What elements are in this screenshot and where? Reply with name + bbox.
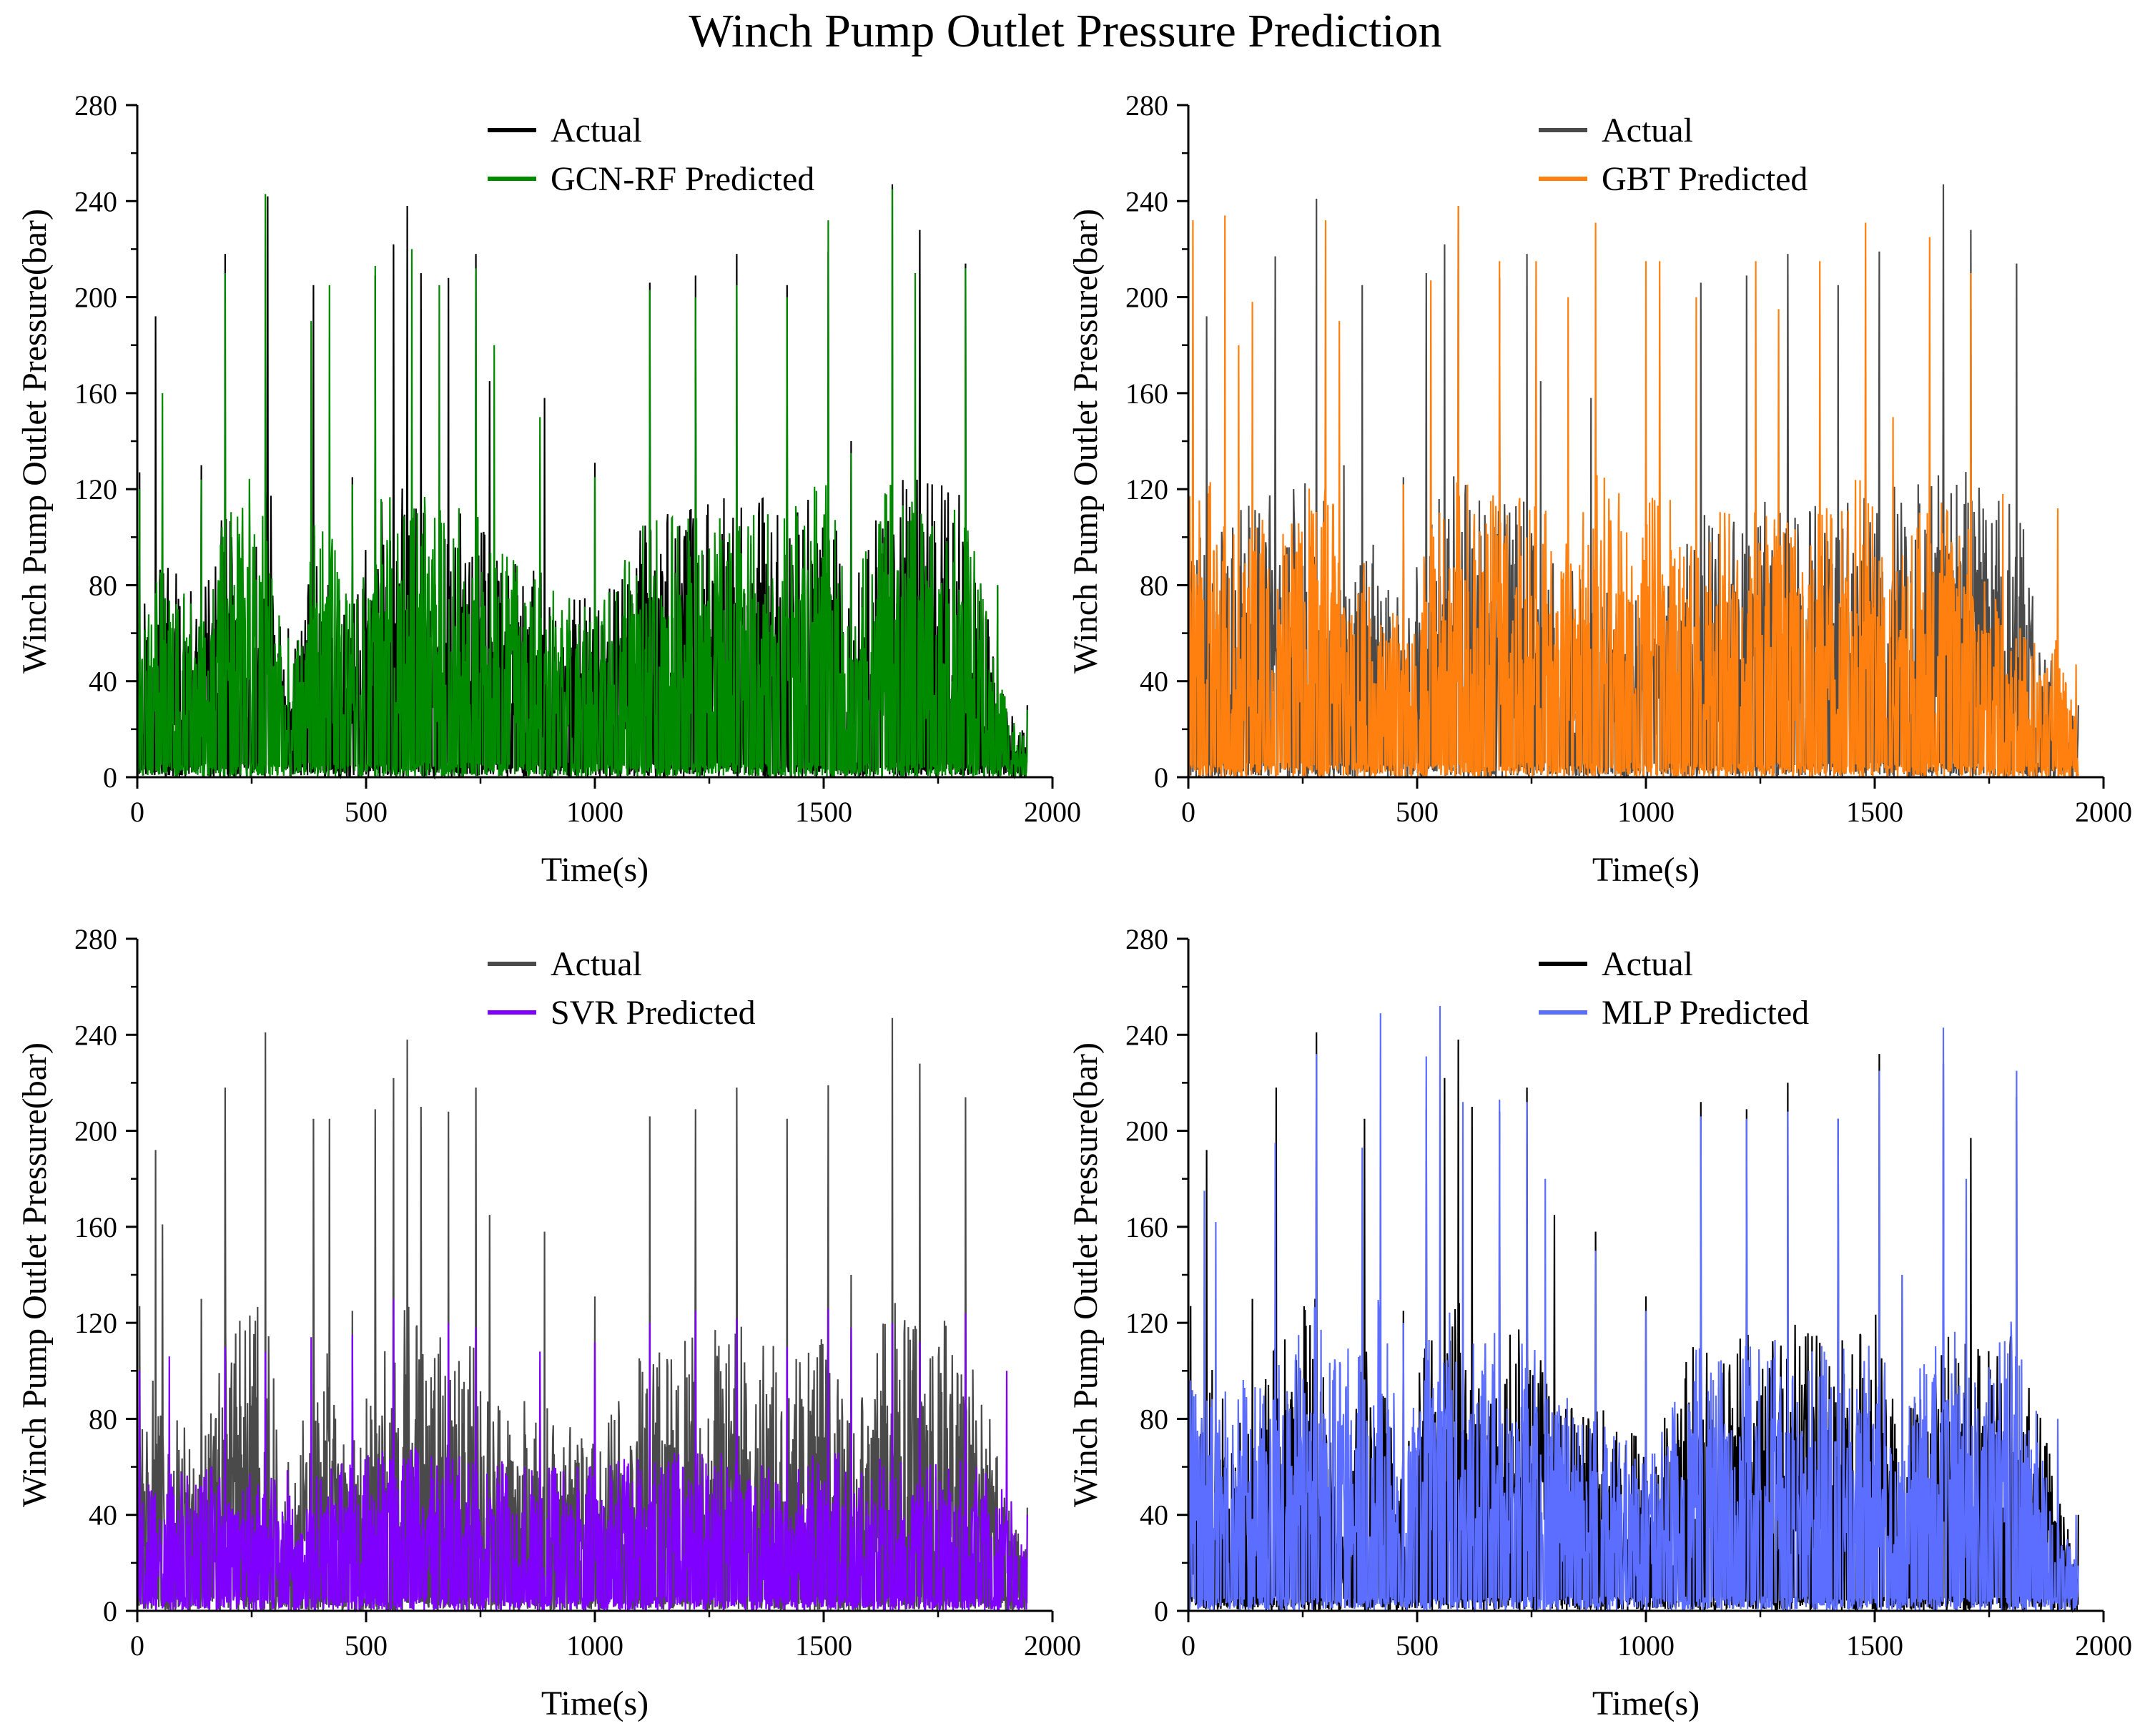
y-tick-label: 200 (74, 1115, 117, 1148)
x-tick-label: 1000 (1617, 1629, 1675, 1662)
y-axis-label: Winch Pump Outlet Pressure(bar) (16, 1042, 54, 1507)
y-tick-label: 280 (74, 923, 117, 955)
y-tick-label: 120 (74, 1307, 117, 1339)
y-tick-label: 240 (74, 185, 117, 217)
panel-bottom-right: 0 40 80 120 160 200 240 280 0 500 1000 1500 2000 Time… (1067, 923, 2132, 1722)
y-tick-label: 80 (1140, 1403, 1168, 1435)
figure-title: Winch Pump Outlet Pressure Prediction (689, 5, 1442, 57)
y-tick-label: 160 (1125, 378, 1168, 410)
y-tick-label: 280 (74, 89, 117, 122)
x-tick-label: 2000 (1024, 796, 1081, 828)
y-axis-label: Winch Pump Outlet Pressure(bar) (16, 209, 54, 674)
y-tick-label: 80 (89, 1403, 117, 1435)
x-tick-label: 2000 (2075, 1629, 2132, 1662)
x-tick-label: 500 (345, 1629, 388, 1662)
series-line-gbt-predicted (1187, 205, 2079, 779)
x-tick-label: 0 (1181, 796, 1195, 828)
y-tick-label: 160 (1125, 1211, 1168, 1243)
y-tick-label: 160 (74, 1211, 117, 1243)
x-tick-label: 500 (1396, 796, 1439, 828)
y-tick-label: 80 (1140, 569, 1168, 601)
legend-label: Actual (1602, 112, 1693, 149)
panel-bottom-left: 0 40 80 120 160 200 240 280 0 500 1000 1500 2000 Time… (16, 923, 1081, 1722)
y-tick-label: 240 (74, 1019, 117, 1051)
y-axis-label: Winch Pump Outlet Pressure(bar) (1067, 209, 1105, 674)
x-tick-label: 1500 (1846, 796, 1903, 828)
y-tick-label: 0 (1154, 761, 1168, 794)
legend-label: MLP Predicted (1602, 994, 1809, 1032)
series-line-gcn-rf-predicted (136, 189, 1028, 780)
x-tick-label: 500 (345, 796, 388, 828)
y-tick-label: 0 (103, 1595, 117, 1627)
y-tick-label: 280 (1125, 923, 1168, 955)
x-tick-label: 1000 (1617, 796, 1675, 828)
y-tick-label: 240 (1125, 1019, 1168, 1051)
x-tick-label: 1500 (795, 1629, 852, 1662)
x-tick-label: 0 (1181, 1629, 1195, 1662)
y-tick-label: 160 (74, 378, 117, 410)
y-tick-label: 80 (89, 569, 117, 601)
series-line-svr-predicted (136, 1298, 1028, 1613)
y-tick-label: 120 (1125, 473, 1168, 505)
legend-label: Actual (551, 945, 642, 983)
y-tick-label: 40 (1140, 1499, 1168, 1532)
y-tick-label: 40 (89, 1499, 117, 1532)
y-tick-label: 40 (89, 666, 117, 698)
x-tick-label: 1000 (566, 1629, 623, 1662)
x-tick-label: 0 (130, 1629, 144, 1662)
y-tick-label: 200 (1125, 1115, 1168, 1148)
y-tick-label: 40 (1140, 666, 1168, 698)
legend-label: GCN-RF Predicted (551, 160, 814, 198)
x-axis-label: Time(s) (541, 1685, 649, 1722)
y-axis-label: Winch Pump Outlet Pressure(bar) (1067, 1042, 1105, 1507)
x-axis-label: Time(s) (1592, 1685, 1700, 1722)
x-tick-label: 2000 (2075, 796, 2132, 828)
legend-label: GBT Predicted (1602, 160, 1808, 198)
y-tick-label: 200 (74, 282, 117, 314)
x-tick-label: 1500 (795, 796, 852, 828)
y-tick-label: 120 (74, 473, 117, 505)
x-tick-label: 500 (1396, 1629, 1439, 1662)
series-line-mlp-predicted (1187, 1005, 2079, 1614)
x-axis-label: Time(s) (1592, 851, 1700, 889)
x-tick-label: 2000 (1024, 1629, 1081, 1662)
legend-label: Actual (1602, 945, 1693, 983)
x-axis-label: Time(s) (541, 851, 649, 889)
y-tick-label: 0 (1154, 1595, 1168, 1627)
y-tick-label: 120 (1125, 1307, 1168, 1339)
x-tick-label: 0 (130, 796, 144, 828)
panel-top-left: 0 40 80 120 160 200 240 280 0 500 1000 1500 2000 Time… (16, 89, 1081, 889)
x-tick-label: 1000 (566, 796, 623, 828)
y-tick-label: 0 (103, 761, 117, 794)
y-tick-label: 240 (1125, 185, 1168, 217)
y-tick-label: 200 (1125, 282, 1168, 314)
legend-label: SVR Predicted (551, 994, 756, 1032)
legend-label: Actual (551, 112, 642, 149)
y-tick-label: 280 (1125, 89, 1168, 122)
panel-top-right: 0 40 80 120 160 200 240 280 0 500 1000 1500 2000 Time… (1067, 89, 2132, 889)
x-tick-label: 1500 (1846, 1629, 1903, 1662)
